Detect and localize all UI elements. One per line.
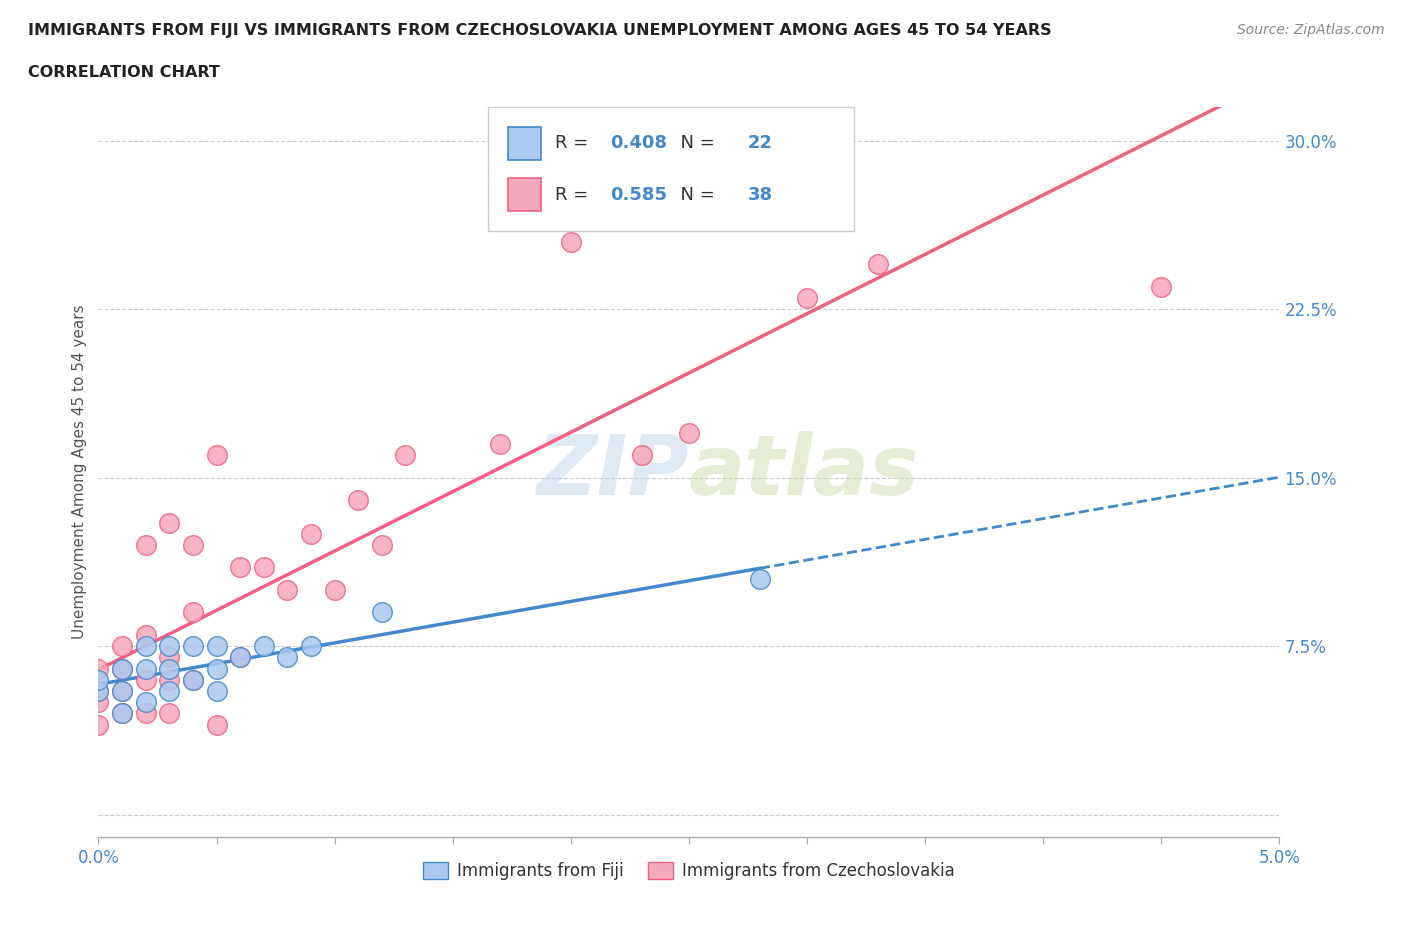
Text: R =: R =: [555, 135, 595, 153]
Point: [135, 639, 157, 654]
Text: 38: 38: [748, 186, 773, 204]
Point: [157, 661, 180, 676]
Text: Source: ZipAtlas.com: Source: ZipAtlas.com: [1237, 23, 1385, 37]
Point: [87, 695, 110, 710]
Point: [111, 661, 134, 676]
Point: [489, 436, 512, 451]
Point: [181, 538, 204, 552]
Point: [157, 639, 180, 654]
Point: [111, 706, 134, 721]
Point: [87, 672, 110, 687]
Point: [371, 538, 394, 552]
Point: [371, 604, 394, 619]
Point: [253, 560, 276, 575]
Y-axis label: Unemployment Among Ages 45 to 54 years: Unemployment Among Ages 45 to 54 years: [72, 305, 87, 639]
Point: [796, 290, 818, 305]
Point: [181, 672, 204, 687]
Point: [135, 661, 157, 676]
Text: atlas: atlas: [689, 432, 920, 512]
FancyBboxPatch shape: [488, 107, 855, 231]
Point: [347, 493, 370, 508]
Point: [181, 639, 204, 654]
Point: [678, 425, 700, 440]
Text: CORRELATION CHART: CORRELATION CHART: [28, 65, 219, 80]
Text: 0.585: 0.585: [610, 186, 666, 204]
Text: N =: N =: [669, 135, 720, 153]
Point: [87, 661, 110, 676]
Point: [276, 582, 298, 597]
FancyBboxPatch shape: [508, 179, 541, 211]
Point: [630, 447, 652, 462]
Point: [1150, 279, 1173, 294]
Point: [205, 639, 228, 654]
Point: [205, 717, 228, 732]
Point: [253, 639, 276, 654]
Point: [135, 695, 157, 710]
Point: [157, 650, 180, 665]
Point: [111, 661, 134, 676]
Point: [205, 684, 228, 698]
Point: [87, 717, 110, 732]
Legend: Immigrants from Fiji, Immigrants from Czechoslovakia: Immigrants from Fiji, Immigrants from Cz…: [416, 856, 962, 887]
Text: IMMIGRANTS FROM FIJI VS IMMIGRANTS FROM CZECHOSLOVAKIA UNEMPLOYMENT AMONG AGES 4: IMMIGRANTS FROM FIJI VS IMMIGRANTS FROM …: [28, 23, 1052, 38]
Point: [205, 661, 228, 676]
Point: [299, 639, 322, 654]
Point: [111, 706, 134, 721]
Point: [87, 684, 110, 698]
Point: [299, 526, 322, 541]
Point: [181, 604, 204, 619]
Point: [394, 447, 416, 462]
Point: [229, 650, 252, 665]
Point: [181, 672, 204, 687]
Point: [323, 582, 346, 597]
Point: [157, 672, 180, 687]
Point: [276, 650, 298, 665]
Point: [157, 515, 180, 530]
Point: [135, 538, 157, 552]
Text: R =: R =: [555, 186, 595, 204]
Point: [111, 684, 134, 698]
Point: [229, 560, 252, 575]
Point: [135, 672, 157, 687]
Point: [229, 650, 252, 665]
Point: [157, 706, 180, 721]
Point: [560, 234, 582, 249]
Point: [205, 447, 228, 462]
Point: [135, 706, 157, 721]
Text: 22: 22: [748, 135, 773, 153]
Point: [157, 684, 180, 698]
Point: [748, 571, 770, 586]
Point: [748, 201, 770, 216]
Point: [135, 628, 157, 643]
Point: [111, 639, 134, 654]
Point: [87, 684, 110, 698]
Text: ZIP: ZIP: [536, 432, 689, 512]
Text: N =: N =: [669, 186, 720, 204]
Text: 0.408: 0.408: [610, 135, 666, 153]
FancyBboxPatch shape: [508, 127, 541, 160]
Point: [866, 257, 889, 272]
Point: [111, 684, 134, 698]
